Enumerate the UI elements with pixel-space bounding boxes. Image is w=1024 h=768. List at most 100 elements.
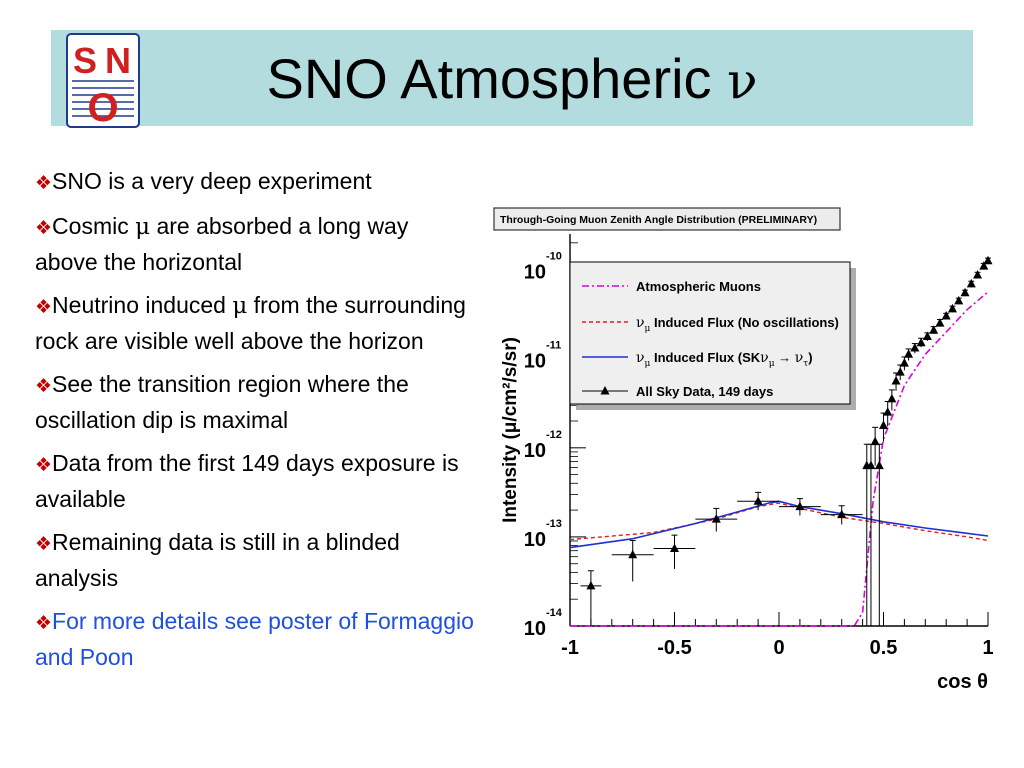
series-all-sky-data [580, 255, 993, 626]
data-point-triangle [874, 460, 884, 470]
bullet-item: ❖Data from the first 149 days exposure i… [35, 446, 475, 516]
legend-label-part: τ [803, 359, 808, 369]
y-tick-label-base: 10 [524, 262, 546, 284]
data-point-triangle [586, 580, 596, 590]
bullet-text: See the transition region where the osci… [35, 371, 409, 433]
data-point-triangle [711, 514, 721, 523]
bullet-mark-icon: ❖ [35, 172, 53, 194]
legend-label-part: μ [645, 324, 651, 334]
data-point-triangle [929, 325, 939, 334]
data-point-triangle [979, 261, 989, 270]
legend-label-part: ) [808, 350, 812, 365]
legend-label-part: ν [795, 350, 804, 366]
y-tick-label-exponent: -12 [546, 429, 562, 441]
x-tick-label: -1 [561, 637, 579, 659]
data-point-triangle [895, 367, 905, 376]
sno-logo: S N O [66, 33, 140, 128]
data-point-triangle [941, 310, 951, 320]
bullet-mark-icon: ❖ [35, 217, 53, 239]
data-point-triangle [753, 496, 763, 505]
y-tick-label-base: 10 [524, 440, 546, 462]
data-point-triangle [954, 295, 964, 305]
y-tick-label-base: 10 [524, 618, 546, 640]
legend-label-part: μ [769, 359, 775, 369]
data-point-triangle [960, 287, 970, 297]
legend-label-part: μ [645, 359, 651, 369]
data-point-triangle [983, 255, 993, 265]
data-point-triangle [887, 393, 897, 403]
data-point-triangle [947, 303, 957, 313]
logo-letter-n: N [105, 40, 131, 81]
bullet-item: ❖Remaining data is still in a blinded an… [35, 525, 475, 595]
bullet-mark-icon: ❖ [35, 375, 53, 397]
data-point-triangle [628, 549, 638, 559]
data-point-triangle [837, 509, 847, 519]
slide-title: SNO Atmospheric ν [0, 44, 1024, 116]
data-point-triangle [922, 331, 932, 340]
y-axis-label: Intensity (μ/cm²/s/sr) [500, 337, 521, 523]
y-tick-label-exponent: -11 [546, 340, 561, 352]
bullet-item: ❖SNO is a very deep experiment [35, 164, 475, 200]
x-tick-label: 0.5 [870, 637, 898, 659]
data-point-triangle [670, 543, 679, 552]
y-tick-label-base: 10 [524, 351, 546, 373]
bullet-mark-icon: ❖ [35, 296, 53, 318]
bullet-text: Neutrino induced [52, 292, 233, 318]
data-point-triangle [966, 278, 976, 288]
mu-symbol: μ [135, 214, 151, 240]
legend-label-part: Induced Flux (SK [650, 350, 760, 365]
logo-stripes [72, 80, 134, 117]
legend-entry-label: Atmospheric Muons [636, 279, 761, 294]
bullet-text: are absorbed a long way above the horizo… [35, 213, 409, 275]
bullet-text: Remaining data is still in a blinded ana… [35, 529, 400, 591]
x-tick-label: -0.5 [657, 637, 691, 659]
bullet-item: ❖For more details see poster of Formaggi… [35, 604, 475, 674]
title-bar [51, 30, 973, 126]
legend-label-part: Induced Flux (No oscillations) [650, 315, 839, 330]
bullet-text: For more details see poster of Formaggio… [35, 608, 474, 670]
bullet-mark-icon: ❖ [35, 454, 53, 476]
data-point-triangle [883, 407, 893, 416]
slide-title-symbol: ν [727, 52, 758, 110]
x-tick-label: 0 [773, 637, 784, 659]
series-no-oscillations [569, 502, 989, 542]
data-point-triangle [891, 376, 901, 385]
x-tick-label: 1 [982, 637, 993, 659]
chart-title-box [493, 207, 841, 231]
bullet-list: ❖SNO is a very deep experiment ❖Cosmic μ … [35, 164, 475, 683]
y-tick-label-exponent: -14 [546, 607, 563, 619]
y-tick-label-exponent: -13 [546, 518, 562, 530]
bullet-text: Cosmic [52, 213, 136, 239]
data-point-triangle [879, 420, 888, 430]
data-point-triangle [916, 337, 926, 347]
logo-letter-o: O [87, 86, 118, 128]
y-tick-label-exponent: -10 [546, 251, 562, 263]
data-point-triangle [935, 318, 945, 327]
legend-entry-label: νμ Induced Flux (SKνμ → ντ) [636, 350, 813, 369]
slide-title-text: SNO Atmospheric [266, 47, 712, 110]
data-point-triangle [899, 358, 909, 367]
chart-title: Through-Going Muon Zenith Angle Distribu… [500, 214, 817, 226]
mu-symbol: μ [232, 293, 248, 319]
legend-label-part: ν [636, 315, 645, 331]
series-atmospheric-muons [570, 291, 989, 627]
data-point-triangle [870, 436, 880, 446]
bullet-item: ❖Cosmic μ are absorbed a long way above … [35, 209, 475, 279]
bullet-text: Data from the first 149 days exposure is… [35, 450, 459, 512]
bullet-item: ❖See the transition region where the osc… [35, 367, 475, 437]
series-sk-oscillations [569, 500, 989, 549]
legend-label-part: ν [760, 350, 769, 366]
legend-entry-label: νμ Induced Flux (No oscillations) [636, 315, 839, 334]
bullet-mark-icon: ❖ [35, 612, 53, 634]
data-point-triangle [866, 460, 876, 470]
data-point-triangle [910, 343, 920, 352]
data-point-triangle [795, 501, 805, 511]
legend-sample-marker [600, 386, 610, 395]
data-point-triangle [973, 269, 983, 279]
legend-label-part: → [775, 350, 795, 365]
logo-letter-s: S [73, 40, 97, 81]
bullet-item: ❖Neutrino induced μ from the surrounding… [35, 288, 475, 358]
zenith-angle-chart: Through-Going Muon Zenith Angle Distribu… [493, 207, 994, 693]
x-axis-label: cos θ [937, 671, 988, 693]
